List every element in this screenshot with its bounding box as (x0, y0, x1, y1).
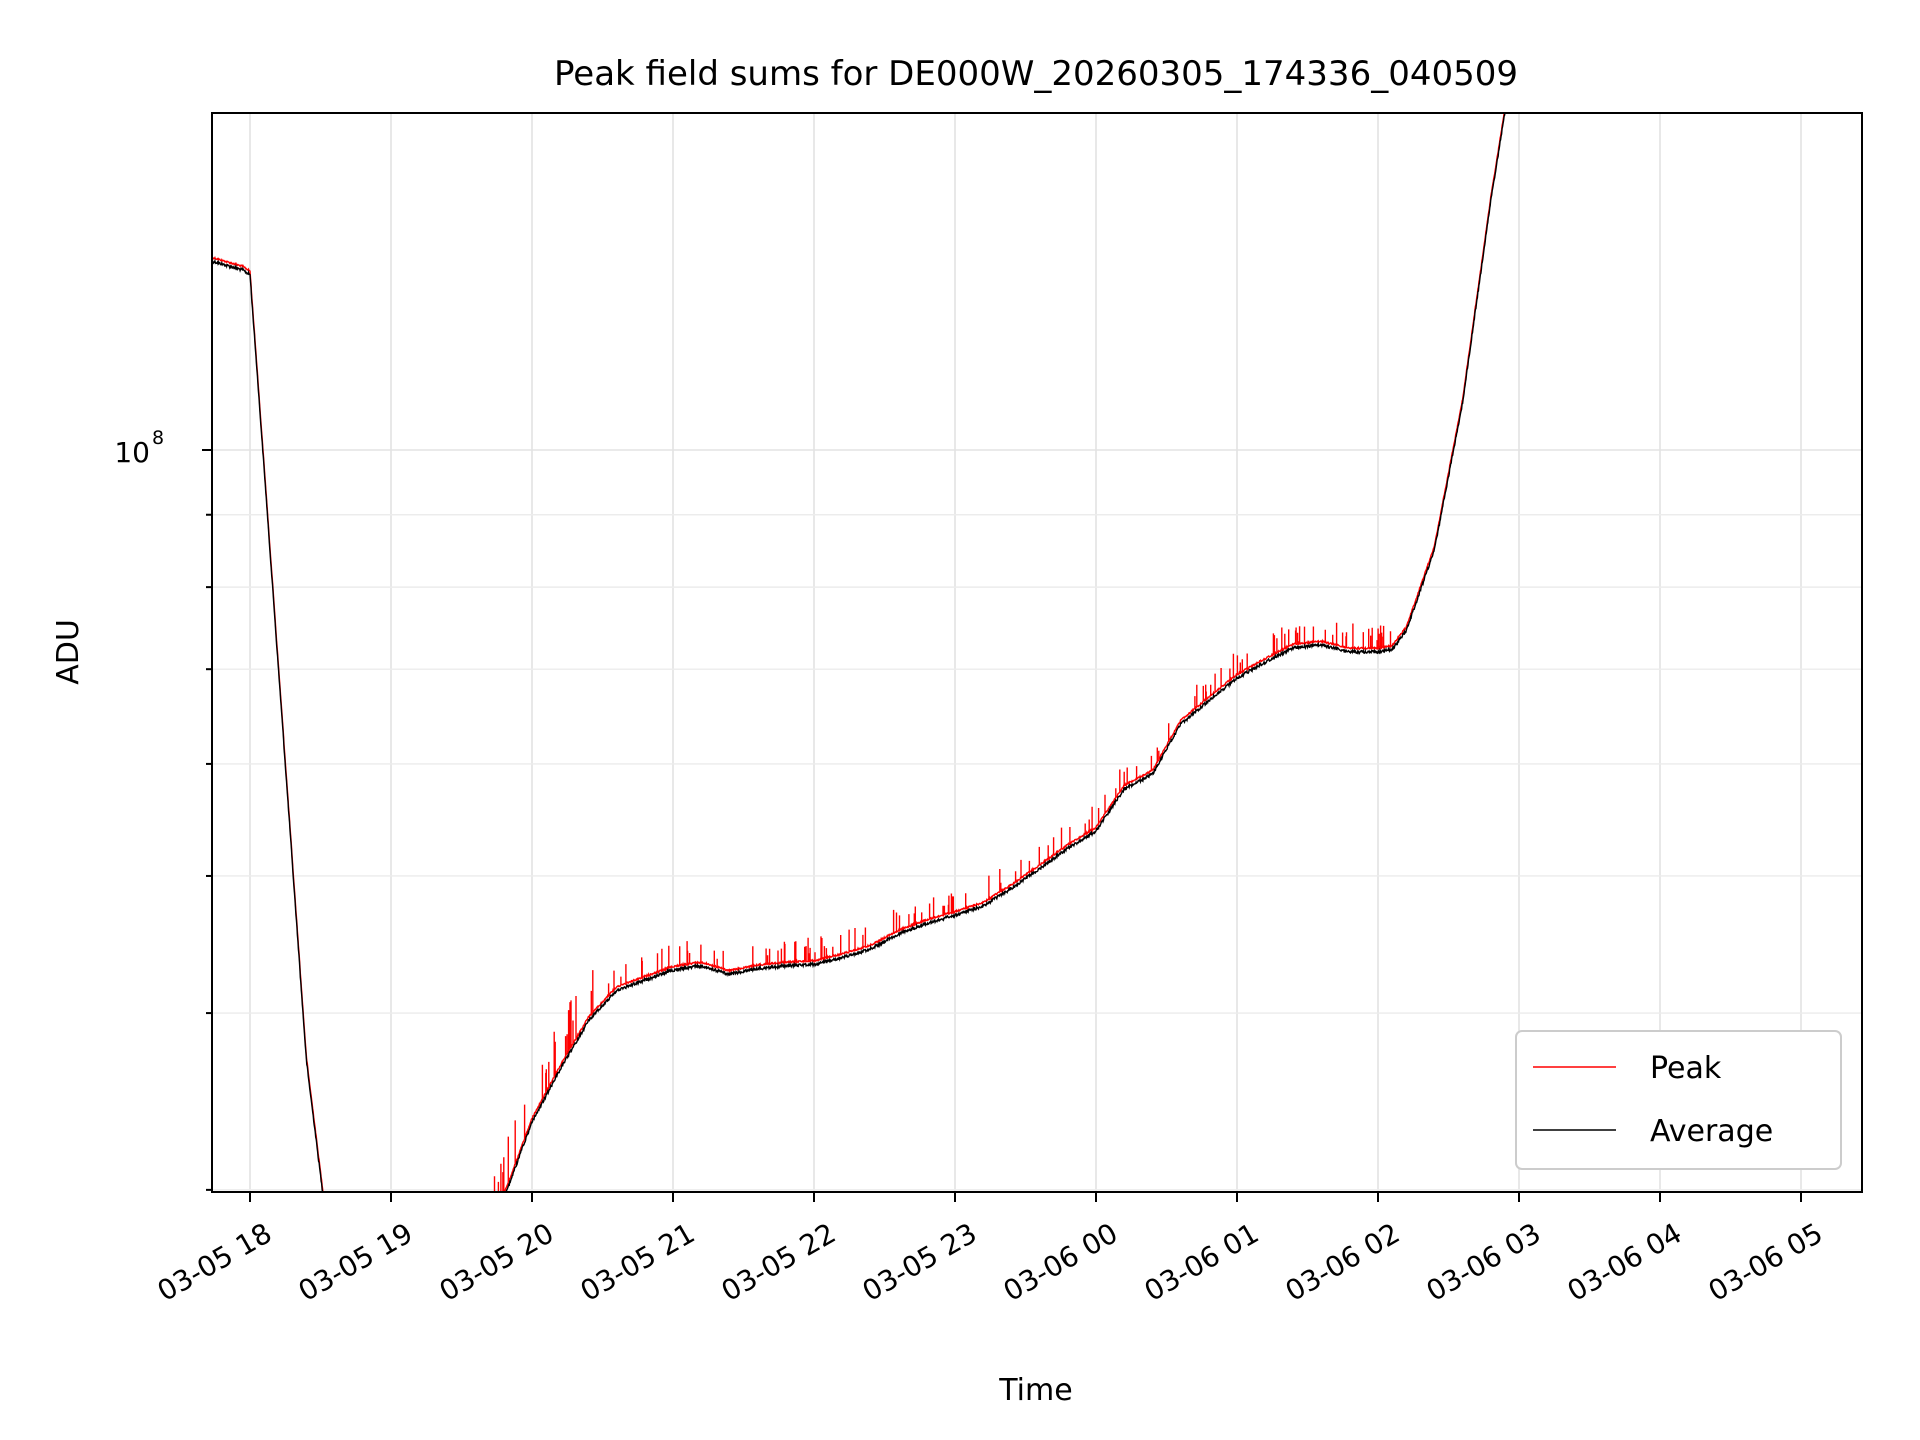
x-axis-label: Time (998, 1373, 1072, 1408)
y-tick-base: 10 (114, 436, 150, 469)
legend: Peak Average (1515, 1030, 1842, 1170)
series-group (212, 113, 1506, 1192)
legend-peak-label: Peak (1650, 1051, 1722, 1086)
plot-frame (211, 112, 1863, 1193)
legend-box (1515, 1030, 1842, 1170)
y-tick-label-1e8: 10 8 (114, 427, 164, 469)
series-average-line (212, 113, 1506, 1192)
y-tick-exponent: 8 (152, 427, 164, 449)
legend-average-label: Average (1650, 1114, 1773, 1149)
grid (212, 113, 1862, 1192)
y-axis-label: ADU (51, 619, 86, 685)
chart-title: Peak field sums for DE000W_20260305_1743… (554, 54, 1518, 94)
